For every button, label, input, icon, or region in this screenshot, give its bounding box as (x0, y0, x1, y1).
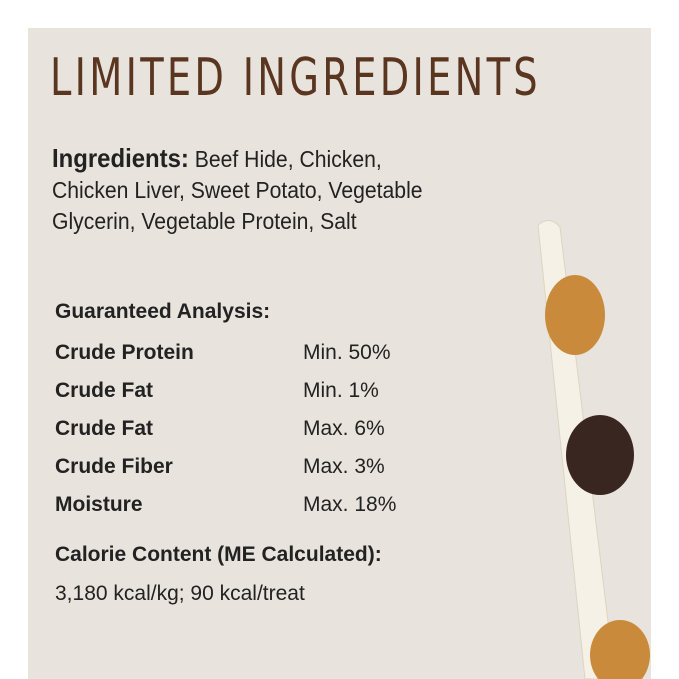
chicken-wrap (545, 275, 605, 355)
ingredients-label: Ingredients: (52, 143, 189, 173)
treat-stick-image (537, 220, 650, 679)
nutrient: Crude Fat (55, 379, 154, 402)
amount: Max. 18% (303, 493, 397, 516)
nutrient: Crude Fat (55, 417, 154, 440)
amount: Min. 50% (303, 341, 391, 364)
amount: Min. 1% (303, 379, 379, 402)
ingredients-text: Ingredients: Beef Hide, Chicken, Chicken… (52, 143, 457, 237)
page-title: LIMITED INGREDIENTS (50, 48, 541, 108)
calorie-value: 3,180 kcal/kg; 90 kcal/treat (55, 582, 305, 605)
analysis-heading: Guaranteed Analysis: (55, 300, 271, 323)
label-panel (28, 28, 651, 679)
nutrient: Crude Protein (55, 341, 194, 364)
liver-wrap (566, 415, 634, 495)
nutrient: Crude Fiber (55, 455, 173, 478)
calorie-heading: Calorie Content (ME Calculated): (55, 543, 382, 566)
amount: Max. 3% (303, 455, 385, 478)
chicken-wrap (590, 620, 650, 679)
ingredients-list: Beef Hide, Chicken, Chicken Liver, Sweet… (52, 146, 423, 234)
nutrient: Moisture (55, 493, 143, 516)
amount: Max. 6% (303, 417, 385, 440)
